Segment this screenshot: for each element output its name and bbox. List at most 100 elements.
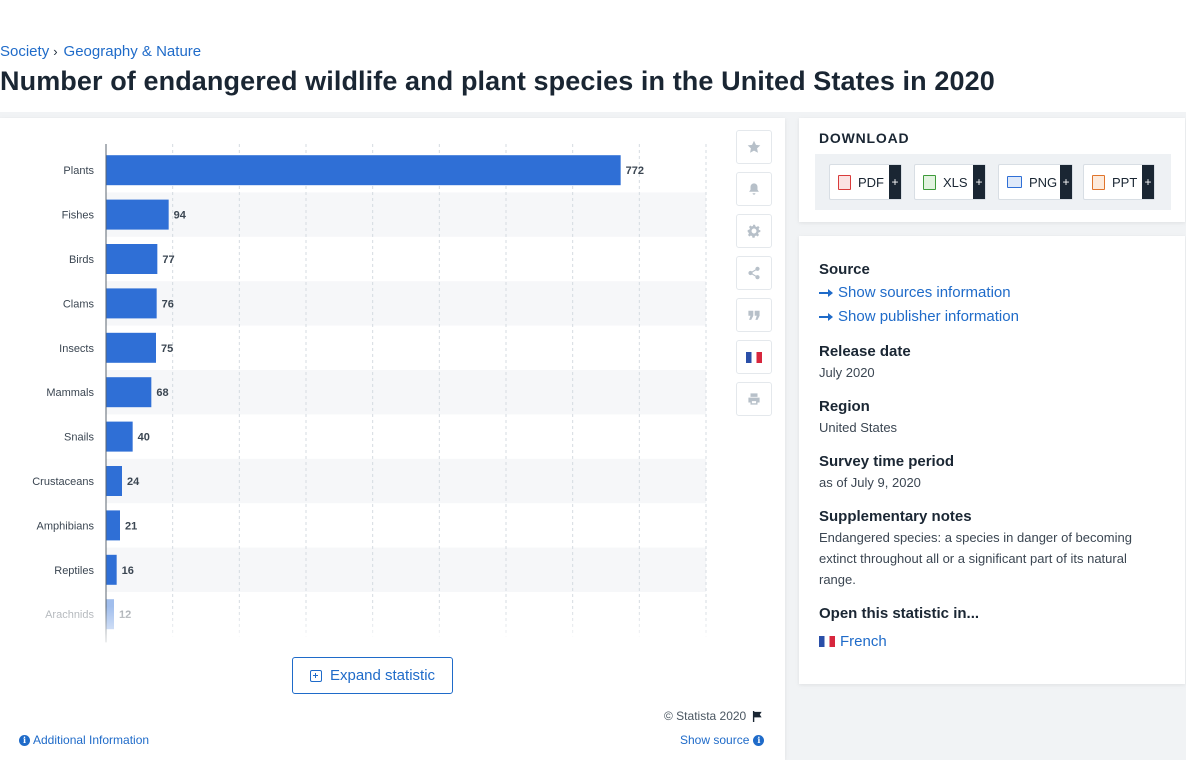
data-label: 94 xyxy=(174,210,187,222)
french-flag-icon xyxy=(819,636,835,647)
page-title: Number of endangered wildlife and plant … xyxy=(0,66,995,96)
show-source-link[interactable]: Show source i xyxy=(680,733,765,747)
download-ppt-button[interactable]: PPT + xyxy=(1083,164,1155,200)
breadcrumb: Society › Geography & Nature xyxy=(0,43,201,60)
favorite-button[interactable] xyxy=(736,130,772,164)
chart-toolbar xyxy=(736,130,772,424)
row-band xyxy=(106,192,706,237)
survey-period-value: as of July 9, 2020 xyxy=(819,475,921,490)
show-publisher-link[interactable]: Show publisher information xyxy=(819,308,1019,325)
data-label: 68 xyxy=(156,387,168,399)
statistic-info-card: Source Show sources information Show pub… xyxy=(799,236,1185,684)
arrow-right-icon xyxy=(819,288,833,298)
download-card: DOWNLOAD PDF + XLS + PNG + PPT + xyxy=(799,118,1185,222)
settings-button[interactable] xyxy=(736,214,772,248)
category-label: Insects xyxy=(59,343,94,355)
png-file-icon xyxy=(1007,176,1022,188)
download-title: DOWNLOAD xyxy=(819,130,910,146)
bell-icon xyxy=(749,183,759,195)
category-label: Clams xyxy=(63,298,95,310)
top-strip xyxy=(0,0,1186,112)
category-label: Mammals xyxy=(46,387,94,399)
cite-button[interactable] xyxy=(736,298,772,332)
category-label: Plants xyxy=(63,165,94,177)
bar-insects xyxy=(106,332,156,363)
bar-clams xyxy=(106,288,157,319)
data-label: 21 xyxy=(125,520,137,532)
release-date-value: July 2020 xyxy=(819,365,875,380)
additional-information-link[interactable]: i Additional Information xyxy=(19,733,149,747)
category-label: Snails xyxy=(64,432,94,444)
data-label: 24 xyxy=(127,476,140,488)
bar-snails xyxy=(106,421,133,452)
expand-statistic-label: Expand statistic xyxy=(329,667,436,684)
xls-file-icon xyxy=(923,174,936,190)
row-band xyxy=(106,547,706,592)
category-label: Crustaceans xyxy=(32,476,94,488)
open-in-french-link[interactable]: French xyxy=(819,633,887,650)
download-buttons: PDF + XLS + PNG + PPT + xyxy=(815,154,1171,210)
show-sources-link[interactable]: Show sources information xyxy=(819,284,1011,301)
show-sources-label: Show sources information xyxy=(838,284,1011,301)
french-flag-icon xyxy=(746,351,762,363)
release-date-heading: Release date xyxy=(819,343,911,360)
download-ppt-label: PPT xyxy=(1112,174,1138,190)
category-label: Amphibians xyxy=(37,520,95,532)
bar-plants xyxy=(106,155,621,186)
bar-reptiles xyxy=(106,554,117,585)
open-statistic-heading: Open this statistic in... xyxy=(819,605,980,622)
bar-chart: Plants 772 Fishes 94 Birds 77 Clams 76 Insects 75… xyxy=(0,144,720,647)
region-value: United States xyxy=(819,420,898,435)
share-button[interactable] xyxy=(736,256,772,290)
bar-crustaceans xyxy=(106,466,122,496)
open-in-french-label: French xyxy=(840,633,887,650)
row-band xyxy=(106,458,706,504)
download-png-plus[interactable]: + xyxy=(1060,165,1072,199)
category-label: Birds xyxy=(69,254,95,266)
notification-button[interactable] xyxy=(736,172,772,206)
download-pdf-plus[interactable]: + xyxy=(889,165,901,199)
chart-card: Plants 772 Fishes 94 Birds 77 Clams 76 Insects 75… xyxy=(0,118,785,760)
gear-icon xyxy=(747,224,761,238)
category-label: Reptiles xyxy=(54,565,94,577)
ppt-file-icon xyxy=(1092,174,1105,190)
show-publisher-label: Show publisher information xyxy=(838,308,1019,325)
download-png-label: PNG xyxy=(1029,174,1058,190)
copyright-text: © Statista 2020 xyxy=(664,709,747,723)
french-version-button[interactable] xyxy=(736,340,772,374)
download-xls-button[interactable]: XLS + xyxy=(914,164,986,200)
download-ppt-plus[interactable]: + xyxy=(1142,165,1154,199)
show-source-label: Show source xyxy=(680,733,750,747)
additional-information-label: Additional Information xyxy=(33,733,150,747)
data-label: 76 xyxy=(162,298,174,310)
bar-fishes xyxy=(106,199,169,230)
row-band xyxy=(106,370,706,415)
survey-period-heading: Survey time period xyxy=(819,453,955,470)
download-pdf-button[interactable]: PDF + xyxy=(829,164,902,200)
data-label: 40 xyxy=(138,432,150,444)
data-label: 77 xyxy=(162,254,174,266)
breadcrumb-item-geography[interactable]: Geography & Nature xyxy=(63,43,202,60)
category-label: Fishes xyxy=(62,210,95,222)
breadcrumb-item-society[interactable]: Society xyxy=(0,43,50,60)
download-pdf-label: PDF xyxy=(858,174,884,190)
expand-icon xyxy=(309,669,322,682)
data-label: 75 xyxy=(161,343,173,355)
copyright: © Statista 2020 xyxy=(664,709,763,723)
flag-report-icon[interactable] xyxy=(752,710,763,722)
star-icon xyxy=(747,140,761,153)
share-icon xyxy=(748,266,760,280)
print-button[interactable] xyxy=(736,382,772,416)
download-png-button[interactable]: PNG + xyxy=(998,164,1073,200)
bar-amphibians xyxy=(106,510,120,541)
download-xls-plus[interactable]: + xyxy=(973,165,985,199)
data-label: 16 xyxy=(122,565,134,577)
expand-statistic-button[interactable]: Expand statistic xyxy=(292,657,453,694)
chart-fade-overlay xyxy=(0,606,720,647)
breadcrumb-separator: › xyxy=(53,44,58,59)
supplementary-notes-value: Endangered species: a species in danger … xyxy=(819,530,1132,587)
bar-birds xyxy=(106,244,158,274)
info-icon: i xyxy=(19,734,30,746)
pdf-file-icon xyxy=(838,174,851,190)
data-label: 772 xyxy=(626,165,644,177)
